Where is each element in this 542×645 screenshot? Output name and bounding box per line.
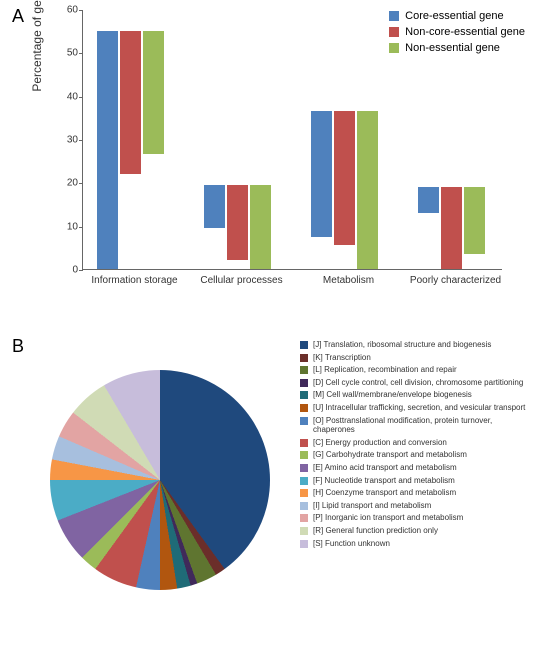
panel-a: Percentage of genes 0102030405060 Inform… bbox=[30, 10, 535, 300]
x-tick-label: Information storage bbox=[87, 275, 182, 286]
chart-a-legend: Core-essential gene Non-core-essential ge… bbox=[389, 10, 525, 58]
legend-swatch bbox=[300, 366, 308, 374]
legend-label: [H] Coenzyme transport and metabolism bbox=[313, 488, 535, 498]
legend-item: [I] Lipid transport and metabolism bbox=[300, 501, 535, 511]
y-tick-label: 0 bbox=[53, 265, 78, 276]
legend-label: [C] Energy production and conversion bbox=[313, 438, 535, 448]
legend-item: [U] Intracellular trafficking, secretion… bbox=[300, 403, 535, 413]
y-tick-label: 40 bbox=[53, 91, 78, 102]
legend-label: [S] Function unknown bbox=[313, 539, 535, 549]
legend-swatch bbox=[300, 540, 308, 548]
bar bbox=[311, 111, 332, 237]
legend-item: [D] Cell cycle control, cell division, c… bbox=[300, 378, 535, 388]
legend-item: [G] Carbohydrate transport and metabolis… bbox=[300, 450, 535, 460]
bar bbox=[250, 185, 271, 270]
legend-item: Non-core-essential gene bbox=[389, 26, 525, 38]
y-tick-label: 10 bbox=[53, 221, 78, 232]
legend-label: Core-essential gene bbox=[405, 10, 503, 22]
legend-item: [M] Cell wall/membrane/envelope biogenes… bbox=[300, 390, 535, 400]
legend-label: [G] Carbohydrate transport and metabolis… bbox=[313, 450, 535, 460]
legend-label: [D] Cell cycle control, cell division, c… bbox=[313, 378, 535, 388]
bar bbox=[227, 185, 248, 261]
y-tick-label: 60 bbox=[53, 5, 78, 16]
legend-item: [J] Translation, ribosomal structure and… bbox=[300, 340, 535, 350]
legend-swatch bbox=[300, 477, 308, 485]
x-tick-label: Metabolism bbox=[301, 275, 396, 286]
y-tick-label: 30 bbox=[53, 135, 78, 146]
legend-swatch bbox=[300, 417, 308, 425]
legend-swatch bbox=[300, 341, 308, 349]
bar bbox=[441, 187, 462, 269]
legend-item: [R] General function prediction only bbox=[300, 526, 535, 536]
bar bbox=[143, 31, 164, 155]
legend-item: [K] Transcription bbox=[300, 353, 535, 363]
bar bbox=[334, 111, 355, 245]
legend-label: [K] Transcription bbox=[313, 353, 535, 363]
legend-swatch bbox=[300, 489, 308, 497]
y-tick-label: 50 bbox=[53, 48, 78, 59]
legend-swatch bbox=[389, 11, 399, 21]
legend-swatch bbox=[300, 514, 308, 522]
y-tick-label: 20 bbox=[53, 178, 78, 189]
legend-item: [S] Function unknown bbox=[300, 539, 535, 549]
legend-label: [J] Translation, ribosomal structure and… bbox=[313, 340, 535, 350]
legend-swatch bbox=[389, 27, 399, 37]
legend-swatch bbox=[300, 379, 308, 387]
legend-item: [E] Amino acid transport and metabolism bbox=[300, 463, 535, 473]
legend-label: [R] General function prediction only bbox=[313, 526, 535, 536]
y-axis-label: Percentage of genes bbox=[30, 0, 44, 92]
legend-item: Non-essential gene bbox=[389, 42, 525, 54]
panel-a-label: A bbox=[12, 6, 24, 27]
pie-chart bbox=[50, 370, 270, 590]
legend-swatch bbox=[300, 391, 308, 399]
legend-label: [O] Posttranslational modification, prot… bbox=[313, 416, 535, 435]
pie-legend: [J] Translation, ribosomal structure and… bbox=[300, 340, 535, 551]
bar bbox=[464, 187, 485, 254]
panel-b: [J] Translation, ribosomal structure and… bbox=[0, 330, 542, 640]
bar bbox=[120, 31, 141, 174]
legend-swatch bbox=[300, 502, 308, 510]
legend-label: [P] Inorganic ion transport and metaboli… bbox=[313, 513, 535, 523]
legend-label: Non-core-essential gene bbox=[405, 26, 525, 38]
legend-item: [F] Nucleotide transport and metabolism bbox=[300, 476, 535, 486]
legend-item: [C] Energy production and conversion bbox=[300, 438, 535, 448]
legend-swatch bbox=[300, 439, 308, 447]
legend-item: Core-essential gene bbox=[389, 10, 525, 22]
legend-label: [F] Nucleotide transport and metabolism bbox=[313, 476, 535, 486]
bar bbox=[204, 185, 225, 228]
bar bbox=[97, 31, 118, 269]
legend-item: [L] Replication, recombination and repai… bbox=[300, 365, 535, 375]
legend-swatch bbox=[300, 527, 308, 535]
legend-swatch bbox=[300, 451, 308, 459]
legend-item: [O] Posttranslational modification, prot… bbox=[300, 416, 535, 435]
legend-label: [L] Replication, recombination and repai… bbox=[313, 365, 535, 375]
legend-label: [M] Cell wall/membrane/envelope biogenes… bbox=[313, 390, 535, 400]
legend-swatch bbox=[389, 43, 399, 53]
legend-swatch bbox=[300, 354, 308, 362]
legend-label: [U] Intracellular trafficking, secretion… bbox=[313, 403, 535, 413]
legend-label: Non-essential gene bbox=[405, 42, 500, 54]
bar bbox=[357, 111, 378, 269]
legend-label: [I] Lipid transport and metabolism bbox=[313, 501, 535, 511]
legend-item: [H] Coenzyme transport and metabolism bbox=[300, 488, 535, 498]
legend-swatch bbox=[300, 464, 308, 472]
legend-item: [P] Inorganic ion transport and metaboli… bbox=[300, 513, 535, 523]
x-tick-label: Cellular processes bbox=[194, 275, 289, 286]
legend-swatch bbox=[300, 404, 308, 412]
x-tick-label: Poorly characterized bbox=[408, 275, 503, 286]
bar bbox=[418, 187, 439, 213]
legend-label: [E] Amino acid transport and metabolism bbox=[313, 463, 535, 473]
